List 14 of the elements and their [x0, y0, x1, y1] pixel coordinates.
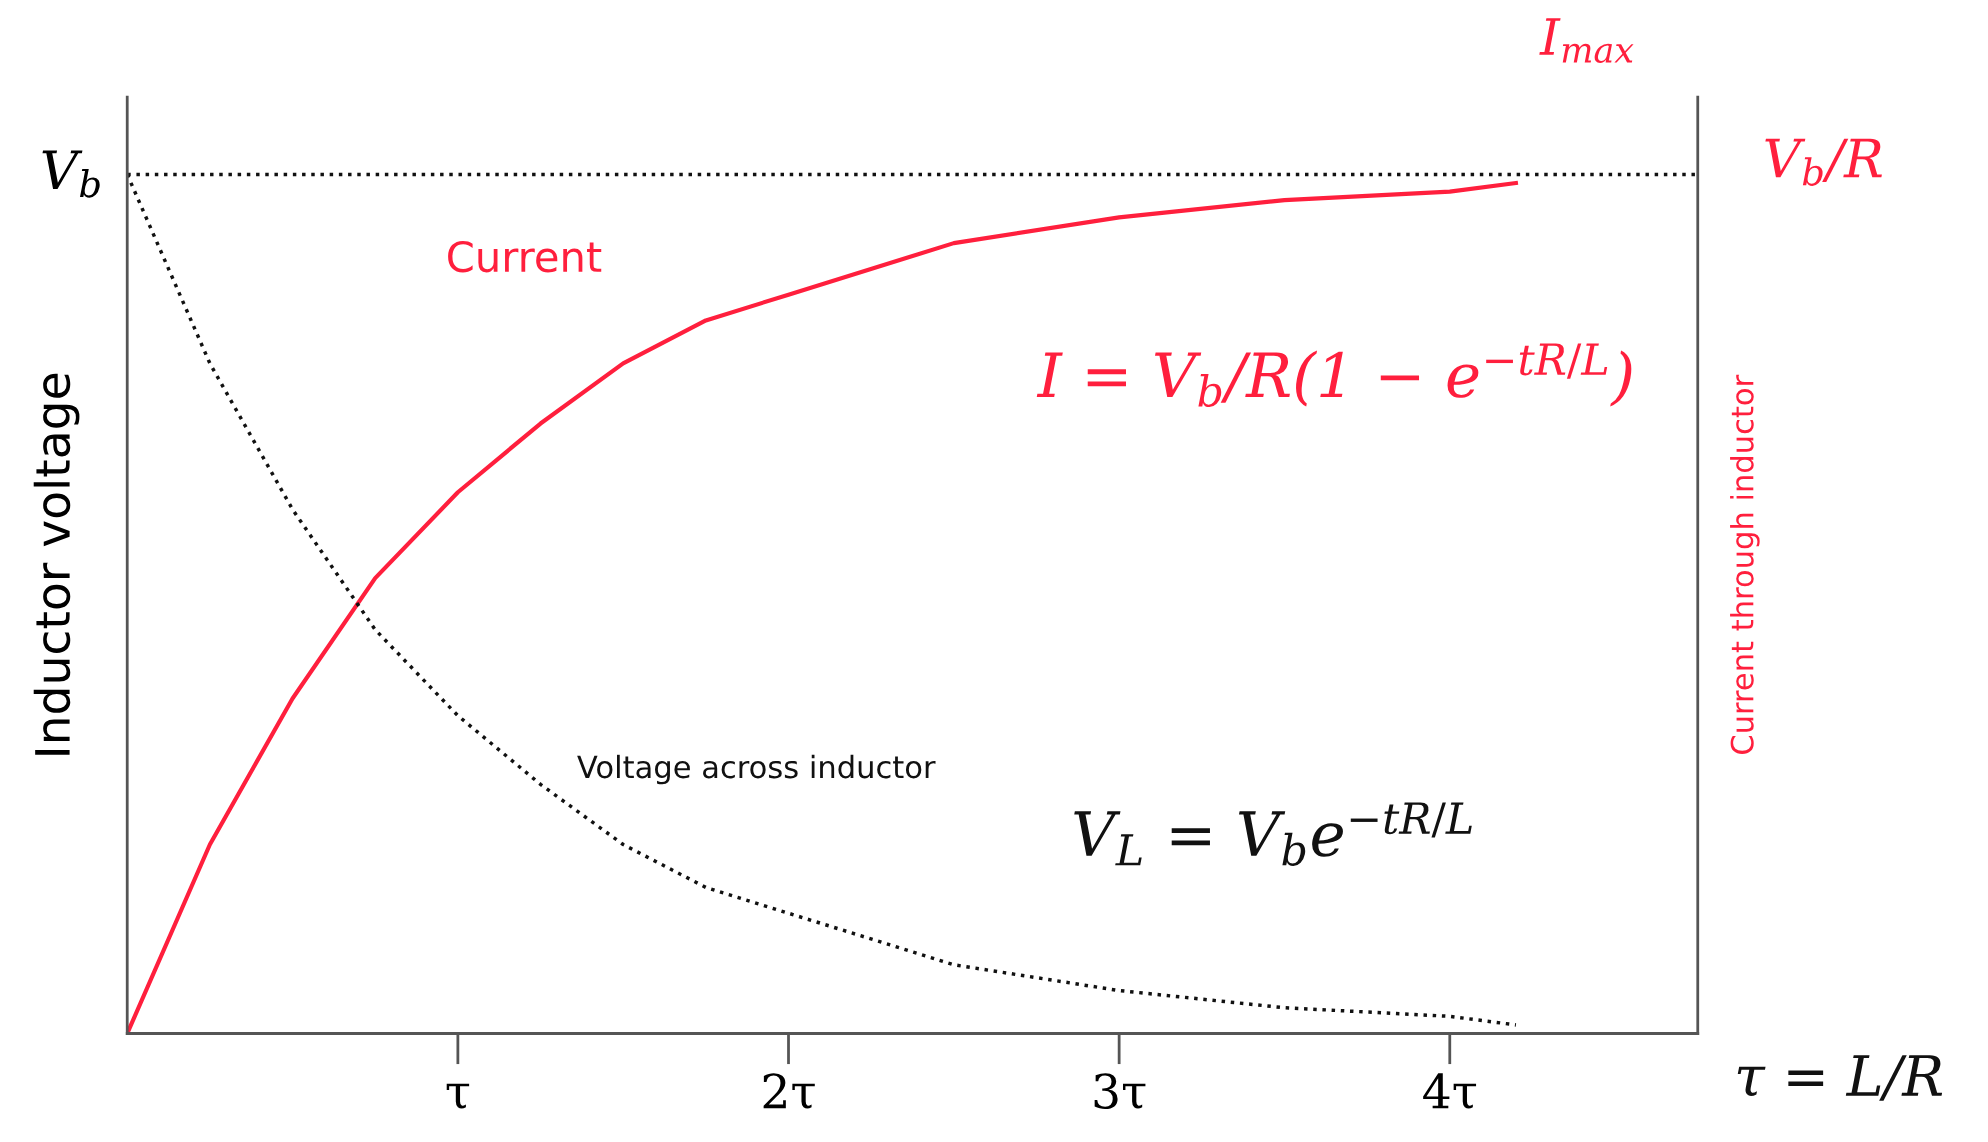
y2-axis-title: Current through inductor [1730, 374, 1760, 755]
annotation: V$_{L}$ = V$_{b}$e$^{−tR/L}$ [1074, 802, 1472, 866]
x-tick-label: τ [446, 1083, 470, 1109]
y-axis-title: Inductor voltage [33, 373, 80, 755]
x-tick-label: 2τ [763, 1073, 815, 1109]
x-tick-label: 4τ [1423, 1073, 1477, 1109]
text: V$_{b}$/R [1765, 138, 1882, 186]
text: I$_{max}$ [1539, 18, 1634, 63]
annotation: I = V$_{b}$/R(1 − e$^{−tR/L}$) [1036, 343, 1632, 408]
text: τ = L/R [1737, 1055, 1943, 1101]
x-tick-label: 3τ [1094, 1073, 1146, 1109]
ref-line-label: V$_{b}$ [42, 150, 100, 198]
series-label: Voltage across inductor [577, 754, 936, 785]
text: Current [448, 240, 602, 273]
